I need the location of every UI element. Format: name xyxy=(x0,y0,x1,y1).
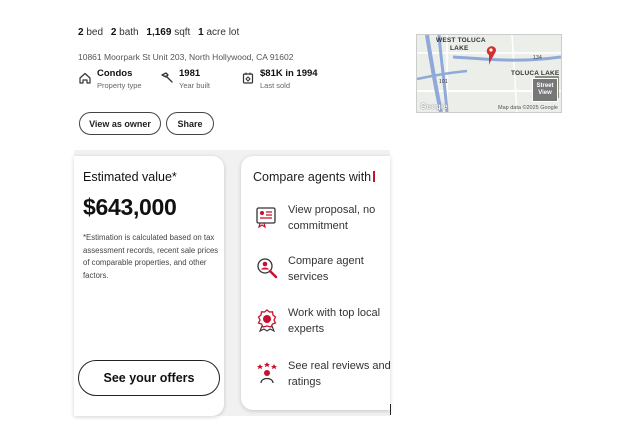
detail-last-sold: $81K in 1994 Last sold xyxy=(241,68,318,91)
detail-year-built: 1981 Year built xyxy=(160,68,210,91)
compare-agents-card: Compare agents with View proposal, no co… xyxy=(241,156,390,410)
feature-compare-services: Compare agent services xyxy=(255,254,390,285)
feature-compare-services-text: Compare agent services xyxy=(288,255,364,283)
magnify-agent-icon xyxy=(257,258,278,279)
map-attribution: Map data ©2025 Google xyxy=(497,105,558,111)
property-type-value: Condos xyxy=(97,68,133,79)
hammer-icon xyxy=(161,72,173,83)
estimated-value-card: Estimated value* $643,000 *Estimation is… xyxy=(74,156,224,416)
feature-reviews-text: See real reviews and ratings xyxy=(288,360,390,388)
feature-top-experts-text: Work with top local experts xyxy=(288,307,381,335)
house-icon xyxy=(79,72,91,84)
google-logo: Google xyxy=(420,102,448,111)
feature-top-experts: Work with top local experts xyxy=(255,306,390,337)
reviews-stars-icon xyxy=(257,362,277,384)
street-view-label-2: View xyxy=(538,90,552,96)
text-cursor xyxy=(390,404,391,415)
property-type-label: Property type xyxy=(97,81,142,90)
baths-label: bath xyxy=(119,27,139,38)
map-label-west-toluca: WEST TOLUCA xyxy=(436,37,486,44)
feature-reviews: See real reviews and ratings xyxy=(255,359,390,390)
last-sold-value: $81K in 1994 xyxy=(260,68,318,79)
street-view-button[interactable]: Street View xyxy=(532,78,558,102)
street-view-label: Street xyxy=(536,83,554,89)
estimated-value-title: Estimated value* xyxy=(83,170,177,184)
detail-property-type: Condos Property type xyxy=(78,68,142,91)
compare-agents-title: Compare agents with xyxy=(253,170,376,184)
sold-tag-icon xyxy=(242,72,254,84)
year-built-value: 1981 xyxy=(179,68,201,79)
lot-label: acre lot xyxy=(206,27,240,38)
map-route-101: 101 xyxy=(439,79,448,85)
view-as-owner-button[interactable]: View as owner xyxy=(79,112,161,135)
property-address: 10861 Moorpark St Unit 203, North Hollyw… xyxy=(78,52,294,62)
brand-accent-mark xyxy=(373,171,376,182)
feature-view-proposal: View proposal, no commitment xyxy=(255,203,390,234)
compare-agents-title-text: Compare agents with xyxy=(253,170,372,184)
location-map[interactable]: WEST TOLUCA LAKE TOLUCA LAKE 101 134 Str… xyxy=(416,34,562,113)
last-sold-label: Last sold xyxy=(260,81,291,90)
baths-count: 2 xyxy=(110,27,117,38)
year-built-label: Year built xyxy=(179,81,210,90)
beds-count: 2 xyxy=(78,27,84,38)
beds-label: bed xyxy=(86,27,104,38)
map-label-toluca-lake: TOLUCA LAKE xyxy=(511,70,560,77)
share-button[interactable]: Share xyxy=(166,112,214,135)
estimated-value-amount: $643,000 xyxy=(83,194,177,220)
feature-view-proposal-text: View proposal, no commitment xyxy=(288,204,376,232)
proposal-icon xyxy=(256,207,276,229)
lot-size: 1 xyxy=(198,27,204,38)
map-route-134: 134 xyxy=(533,55,542,61)
sqft-count: 1,169 xyxy=(146,27,172,38)
sqft-label: sqft xyxy=(174,27,191,38)
estimation-disclaimer: *Estimation is calculated based on tax a… xyxy=(83,233,219,280)
award-badge-icon xyxy=(257,309,277,332)
property-facts: 2 bed 2 bath 1,169 sqft 1 acre lot xyxy=(78,27,239,38)
see-your-offers-button[interactable]: See your offers xyxy=(78,360,220,396)
map-label-lake: LAKE xyxy=(450,45,469,52)
